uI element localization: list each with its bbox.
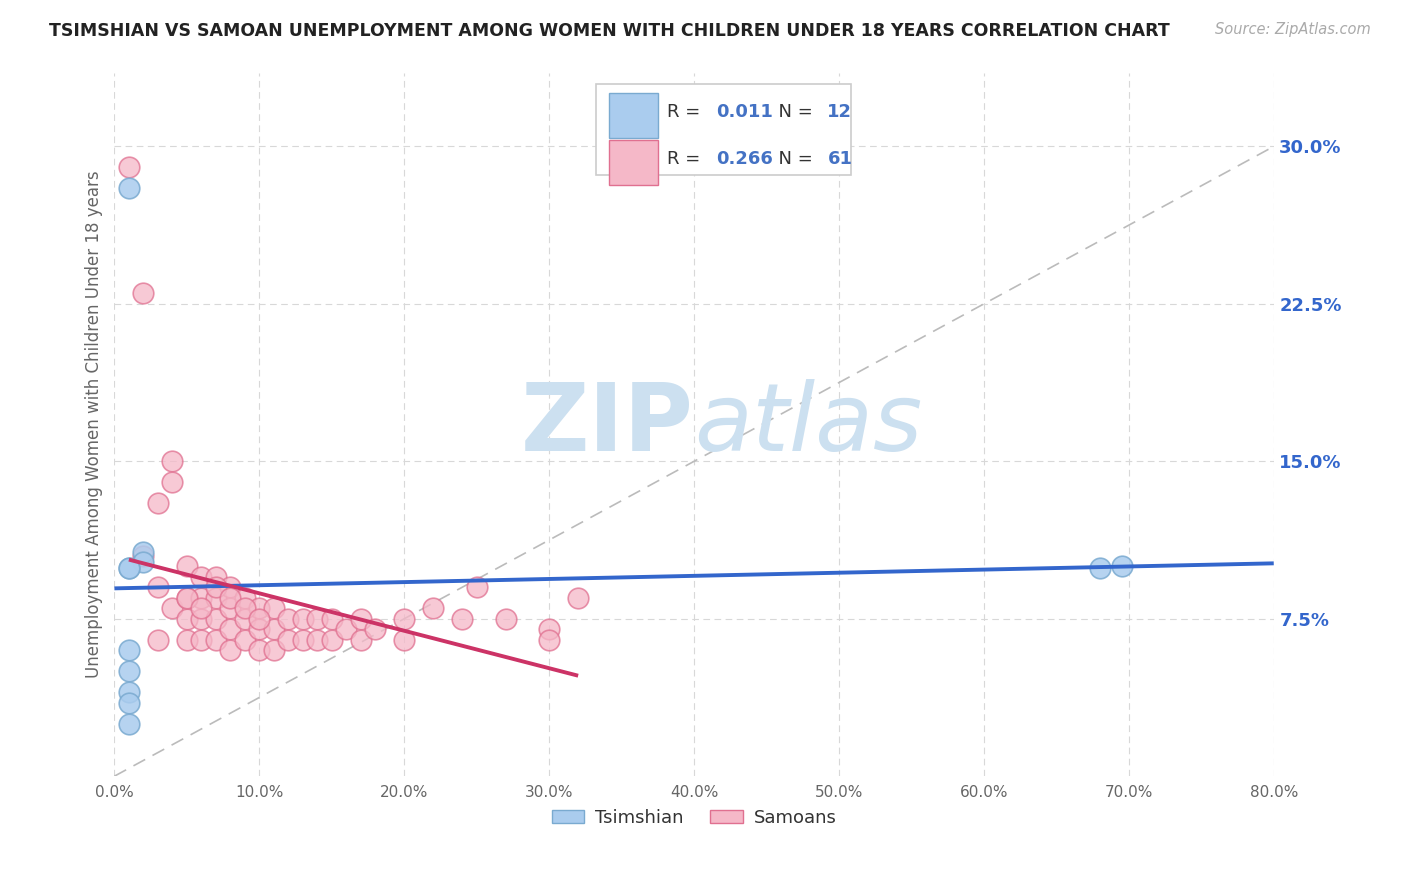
Point bbox=[176, 632, 198, 647]
Point bbox=[190, 591, 212, 605]
Point bbox=[118, 696, 141, 710]
Point bbox=[162, 601, 184, 615]
Point bbox=[118, 716, 141, 731]
FancyBboxPatch shape bbox=[609, 140, 658, 186]
Point bbox=[118, 664, 141, 678]
Point bbox=[190, 570, 212, 584]
Point bbox=[321, 632, 343, 647]
Point bbox=[146, 496, 169, 510]
Point bbox=[146, 632, 169, 647]
Point bbox=[118, 685, 141, 699]
Point bbox=[233, 632, 256, 647]
Point bbox=[190, 632, 212, 647]
FancyBboxPatch shape bbox=[609, 93, 658, 138]
Point bbox=[233, 601, 256, 615]
Point bbox=[219, 622, 242, 636]
Point bbox=[263, 643, 285, 657]
Point bbox=[176, 612, 198, 626]
Point bbox=[321, 612, 343, 626]
Point bbox=[465, 580, 488, 594]
Text: 12: 12 bbox=[827, 103, 852, 120]
Point bbox=[277, 632, 299, 647]
Point bbox=[118, 561, 141, 575]
Point bbox=[233, 612, 256, 626]
Text: TSIMSHIAN VS SAMOAN UNEMPLOYMENT AMONG WOMEN WITH CHILDREN UNDER 18 YEARS CORREL: TSIMSHIAN VS SAMOAN UNEMPLOYMENT AMONG W… bbox=[49, 22, 1170, 40]
Point bbox=[247, 601, 270, 615]
Point bbox=[394, 632, 416, 647]
Point bbox=[422, 601, 444, 615]
Point bbox=[291, 632, 314, 647]
Point bbox=[538, 622, 561, 636]
Point bbox=[1088, 561, 1111, 575]
Point bbox=[118, 181, 141, 195]
Point bbox=[205, 591, 228, 605]
Point bbox=[132, 544, 155, 558]
Point bbox=[162, 454, 184, 468]
Text: R =: R = bbox=[668, 103, 706, 120]
Text: R =: R = bbox=[668, 150, 706, 168]
Point bbox=[277, 612, 299, 626]
Text: atlas: atlas bbox=[695, 379, 922, 470]
Text: N =: N = bbox=[768, 150, 818, 168]
Point bbox=[190, 601, 212, 615]
Point bbox=[495, 612, 517, 626]
Point bbox=[350, 612, 373, 626]
Point bbox=[219, 643, 242, 657]
Text: 61: 61 bbox=[827, 150, 852, 168]
Y-axis label: Unemployment Among Women with Children Under 18 years: Unemployment Among Women with Children U… bbox=[86, 170, 103, 679]
Text: N =: N = bbox=[768, 103, 818, 120]
Point bbox=[118, 643, 141, 657]
Point bbox=[205, 570, 228, 584]
Point bbox=[233, 591, 256, 605]
Legend: Tsimshian, Samoans: Tsimshian, Samoans bbox=[544, 802, 844, 834]
Point bbox=[118, 561, 141, 575]
Point bbox=[394, 612, 416, 626]
Point bbox=[176, 591, 198, 605]
Text: 0.011: 0.011 bbox=[716, 103, 773, 120]
Point bbox=[451, 612, 474, 626]
Point bbox=[247, 643, 270, 657]
Point bbox=[247, 612, 270, 626]
Point bbox=[146, 580, 169, 594]
Point bbox=[205, 632, 228, 647]
Point bbox=[538, 632, 561, 647]
Point bbox=[364, 622, 387, 636]
Point bbox=[176, 591, 198, 605]
Point bbox=[190, 612, 212, 626]
Point bbox=[567, 591, 589, 605]
Point bbox=[1111, 559, 1133, 574]
Point bbox=[263, 622, 285, 636]
Text: ZIP: ZIP bbox=[522, 378, 695, 471]
FancyBboxPatch shape bbox=[596, 84, 851, 175]
Point bbox=[247, 622, 270, 636]
Point bbox=[205, 612, 228, 626]
Point bbox=[118, 161, 141, 175]
Point bbox=[132, 555, 155, 569]
Point bbox=[162, 475, 184, 490]
Point bbox=[219, 601, 242, 615]
Point bbox=[132, 549, 155, 563]
Point bbox=[291, 612, 314, 626]
Text: 0.266: 0.266 bbox=[716, 150, 773, 168]
Text: Source: ZipAtlas.com: Source: ZipAtlas.com bbox=[1215, 22, 1371, 37]
Point bbox=[205, 580, 228, 594]
Point bbox=[132, 286, 155, 301]
Point bbox=[176, 559, 198, 574]
Point bbox=[335, 622, 357, 636]
Point bbox=[350, 632, 373, 647]
Point bbox=[307, 612, 329, 626]
Point bbox=[219, 580, 242, 594]
Point bbox=[263, 601, 285, 615]
Point bbox=[219, 591, 242, 605]
Point bbox=[307, 632, 329, 647]
